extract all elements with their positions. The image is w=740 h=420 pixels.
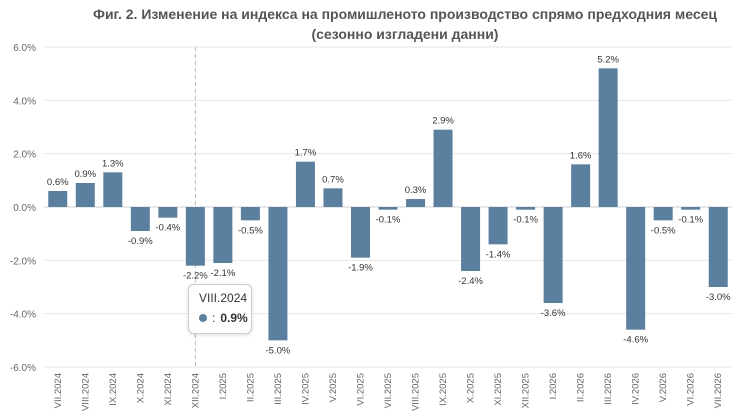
bar bbox=[488, 207, 508, 245]
bar bbox=[378, 207, 398, 210]
x-tick-label: X.2024 bbox=[135, 373, 146, 403]
bar bbox=[406, 199, 426, 207]
bar bbox=[653, 207, 673, 221]
data-label: -2.1% bbox=[210, 268, 235, 279]
data-label: 1.7% bbox=[295, 148, 317, 159]
chart-title-block: Фиг. 2. Изменение на индекса на промишле… bbox=[0, 4, 740, 44]
tooltip-separator: : bbox=[212, 311, 216, 325]
y-tick-label: 0.0% bbox=[13, 203, 36, 214]
x-tick-label: VII.2026 bbox=[713, 373, 724, 408]
data-label: -0.4% bbox=[155, 223, 180, 234]
data-label: -0.1% bbox=[513, 215, 538, 226]
x-tick-label: VI.2025 bbox=[355, 373, 366, 406]
bar bbox=[543, 207, 563, 303]
data-label: -0.9% bbox=[128, 236, 153, 247]
bar bbox=[516, 207, 536, 210]
data-label: -1.9% bbox=[348, 263, 373, 274]
data-label: 0.9% bbox=[74, 169, 96, 180]
x-tick-label: IV.2025 bbox=[300, 373, 311, 405]
x-tick-label: VIII.2024 bbox=[80, 373, 91, 411]
bar bbox=[295, 161, 315, 207]
y-tick-label: -2.0% bbox=[10, 256, 36, 267]
bar bbox=[626, 207, 646, 330]
bar bbox=[158, 207, 178, 218]
bar bbox=[598, 68, 618, 207]
data-label: 0.3% bbox=[405, 185, 427, 196]
chart-title: Фиг. 2. Изменение на индекса на промишле… bbox=[93, 6, 717, 22]
bar bbox=[185, 207, 205, 266]
x-tick-label: X.2025 bbox=[466, 373, 477, 403]
data-label: -1.4% bbox=[486, 249, 511, 260]
x-tick-label: XI.2024 bbox=[163, 373, 174, 406]
bar bbox=[213, 207, 233, 263]
x-tick-label: III.2025 bbox=[273, 373, 284, 405]
data-label: -2.2% bbox=[183, 271, 208, 282]
series-dot-icon bbox=[199, 314, 207, 322]
data-label: -2.4% bbox=[458, 276, 483, 287]
x-tick-label: V.2026 bbox=[658, 373, 669, 402]
chart-subtitle: (сезонно изгладени данни) bbox=[311, 26, 499, 42]
x-tick-label: XII.2025 bbox=[521, 373, 532, 408]
x-tick-label: IX.2025 bbox=[438, 373, 449, 406]
x-tick-label: VII.2024 bbox=[53, 373, 64, 408]
x-tick-label: I.2025 bbox=[218, 373, 229, 399]
data-label: 5.2% bbox=[597, 54, 619, 65]
x-tick-label: II.2025 bbox=[245, 373, 256, 402]
bar bbox=[708, 207, 728, 287]
y-tick-label: 2.0% bbox=[13, 150, 36, 161]
bar bbox=[130, 207, 150, 231]
bar bbox=[48, 191, 68, 207]
bar bbox=[461, 207, 481, 271]
data-label: -5.0% bbox=[266, 345, 291, 356]
data-label: -3.0% bbox=[706, 292, 731, 303]
x-tick-label: IX.2024 bbox=[108, 373, 119, 406]
data-label: 2.9% bbox=[432, 116, 454, 127]
data-label: -0.1% bbox=[376, 215, 401, 226]
tooltip-value-row: : 0.9% bbox=[199, 311, 251, 325]
x-tick-label: VII.2025 bbox=[383, 373, 394, 408]
bar bbox=[571, 164, 591, 207]
bar bbox=[103, 172, 123, 207]
bar bbox=[433, 129, 453, 207]
data-label: -3.6% bbox=[541, 308, 566, 319]
data-label: -0.1% bbox=[678, 215, 703, 226]
bar bbox=[268, 207, 288, 341]
bar bbox=[75, 183, 95, 207]
x-tick-label: IV.2026 bbox=[631, 373, 642, 405]
x-tick-label: VI.2026 bbox=[686, 373, 697, 406]
x-tick-label: V.2025 bbox=[328, 373, 339, 402]
bar bbox=[350, 207, 370, 258]
x-tick-label: XI.2025 bbox=[493, 373, 504, 406]
x-tick-label: VIII.2025 bbox=[411, 373, 422, 411]
chart-tooltip: VIII.2024 : 0.9% bbox=[188, 284, 252, 334]
y-tick-label: -6.0% bbox=[10, 363, 36, 374]
tooltip-value: 0.9% bbox=[220, 311, 248, 325]
x-tick-label: III.2026 bbox=[603, 373, 614, 405]
data-label: 1.6% bbox=[570, 150, 592, 161]
data-label: -0.5% bbox=[238, 225, 263, 236]
data-label: 0.7% bbox=[322, 174, 344, 185]
data-label: 0.6% bbox=[47, 177, 69, 188]
bar bbox=[323, 188, 343, 207]
data-label: 1.3% bbox=[102, 158, 124, 169]
x-tick-label: II.2026 bbox=[576, 373, 587, 402]
y-tick-label: -4.0% bbox=[10, 310, 36, 321]
data-label: -0.5% bbox=[651, 225, 676, 236]
x-tick-label: I.2026 bbox=[548, 373, 559, 399]
y-tick-label: 6.0% bbox=[13, 43, 36, 54]
data-label: -4.6% bbox=[623, 335, 648, 346]
tooltip-category: VIII.2024 bbox=[199, 291, 248, 305]
y-tick-label: 4.0% bbox=[13, 96, 36, 107]
bar bbox=[681, 207, 701, 210]
bar bbox=[240, 207, 260, 221]
x-tick-label: XII.2024 bbox=[190, 373, 201, 408]
